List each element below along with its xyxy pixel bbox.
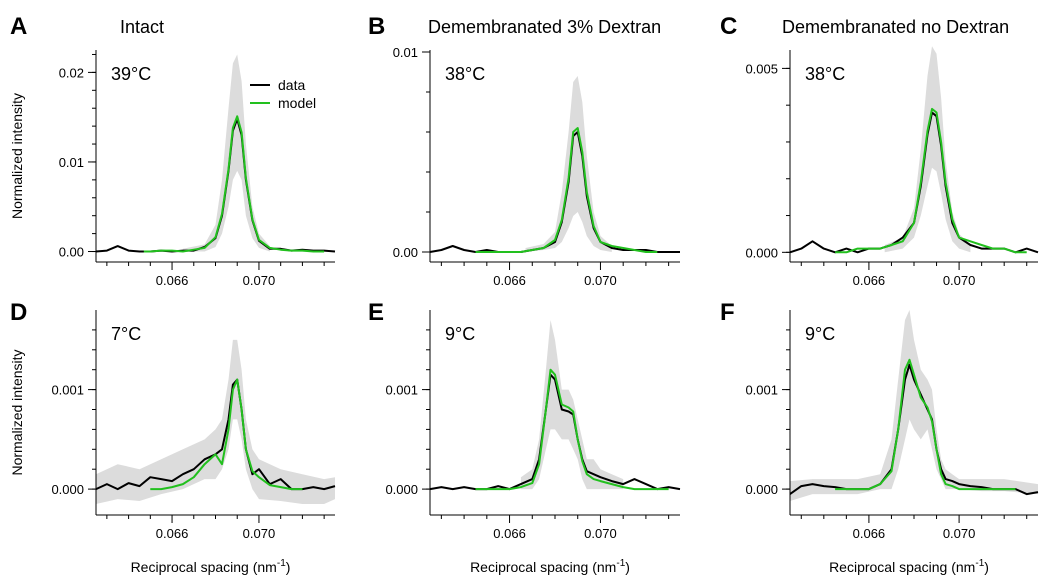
y-tick-label: 0.00 [59,245,84,260]
model-line [143,115,325,253]
temperature-label: 9°C [805,324,835,344]
model-line [475,127,658,253]
x-tick-label: 0.070 [243,526,276,541]
panel-title: Demembranated 3% Dextran [428,17,661,37]
x-tick-label: 0.070 [943,526,976,541]
x-tick-label: 0.070 [243,273,276,288]
x-tick-label: 0.066 [156,526,189,541]
temperature-label: 38°C [445,64,485,84]
y-tick-label: 0.02 [59,65,84,80]
panel-letter: E [368,299,384,326]
temperature-label: 7°C [111,324,141,344]
y-tick-label: 0.001 [385,383,418,398]
model-line [150,378,303,491]
y-tick-label: 0.01 [59,155,84,170]
panel-f: F 0.000 0.001 0.066 0.070 9°C Reciprocal spaci… [720,299,1039,575]
y-axis-label: Normalized intensity [9,93,25,219]
panel-letter: B [368,13,385,40]
variability-band [790,310,1038,501]
x-axis-label: Reciprocal spacing (nm-1) [829,558,989,575]
x-tick-label: 0.066 [853,273,886,288]
temperature-label: 39°C [111,64,151,84]
variability-band [525,76,612,252]
x-tick-label: 0.066 [853,526,886,541]
variability-band [182,54,270,252]
y-tick-label: 0.000 [385,482,418,497]
x-axis-label: Reciprocal spacing (nm-1) [470,558,630,575]
y-tick-label: 0.01 [393,45,418,60]
y-tick-label: 0.001 [745,383,778,398]
y-tick-label: 0.005 [745,61,778,76]
y-tick-label: 0.000 [51,482,84,497]
variability-band [520,320,624,490]
panel-e: E 0.000 0.001 0.066 0.070 9°C Reciprocal spaci… [368,299,681,575]
x-tick-label: 0.066 [156,273,189,288]
panel-a: A Intact 0.00 0.01 0.02 0.066 0.070 39°C Normali… [9,13,336,288]
panel-d: D 0.000 0.001 0.066 0.070 7°C Normalized inten… [9,299,336,575]
variability-band [96,339,335,504]
panel-c: C Demembranated no Dextran 0.000 0.005 0.066… [720,13,1039,288]
temperature-label: 9°C [445,324,475,344]
x-tick-label: 0.066 [493,526,526,541]
y-tick-label: 0.000 [745,245,778,260]
model-line [475,368,669,491]
x-tick-label: 0.070 [584,526,617,541]
panel-letter: F [720,299,735,326]
model-line [835,107,1027,254]
x-axis-label: Reciprocal spacing (nm-1) [131,558,291,575]
panel-letter: D [10,299,27,326]
legend-model-label: model [278,95,316,111]
panel-letter: A [10,13,27,40]
variability-band [884,46,971,253]
y-axis-label: Normalized intensity [9,349,25,475]
y-tick-label: 0.00 [393,245,418,260]
legend-data-label: data [278,77,305,93]
y-tick-label: 0.001 [51,383,84,398]
x-tick-label: 0.070 [584,273,617,288]
x-tick-label: 0.066 [493,273,526,288]
temperature-label: 38°C [805,64,845,84]
data-line [95,378,336,491]
panel-b: B Demembranated 3% Dextran 0.00 0.01 0.066 0.… [368,13,680,288]
x-tick-label: 0.070 [943,273,976,288]
panel-title: Intact [120,17,164,37]
y-tick-label: 0.000 [745,482,778,497]
panel-title: Demembranated no Dextran [782,17,1009,37]
panel-letter: C [720,13,737,40]
model-line [835,358,1016,491]
